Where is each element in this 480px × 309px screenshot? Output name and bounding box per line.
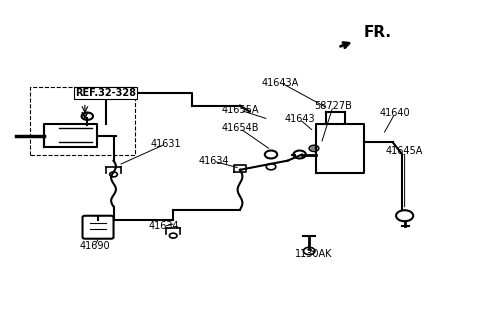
Text: 41631: 41631 bbox=[151, 139, 181, 149]
Text: REF.32-328: REF.32-328 bbox=[75, 88, 136, 98]
Text: 41634: 41634 bbox=[198, 156, 229, 166]
Text: 41645A: 41645A bbox=[386, 146, 423, 156]
Circle shape bbox=[311, 146, 317, 150]
Text: 41654B: 41654B bbox=[221, 124, 259, 133]
Text: FR.: FR. bbox=[364, 24, 392, 40]
Text: 41690: 41690 bbox=[79, 241, 110, 251]
Text: 41643A: 41643A bbox=[262, 78, 299, 87]
Text: 41643: 41643 bbox=[284, 114, 315, 124]
Text: 58727B: 58727B bbox=[314, 101, 352, 111]
Text: 41640: 41640 bbox=[380, 108, 410, 118]
Text: 41634: 41634 bbox=[148, 222, 179, 231]
FancyBboxPatch shape bbox=[83, 216, 114, 239]
Text: 1130AK: 1130AK bbox=[295, 249, 333, 259]
Text: 41655A: 41655A bbox=[221, 105, 259, 115]
